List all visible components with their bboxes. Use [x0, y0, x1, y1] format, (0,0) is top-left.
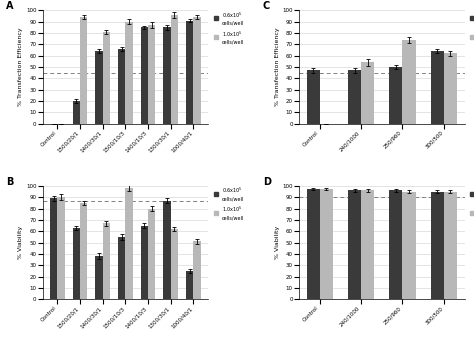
Bar	[95, 256, 103, 299]
Bar	[80, 203, 87, 299]
Bar	[430, 51, 444, 123]
Legend: 0.6 x10$^{6}$
cells/well, 1.0 x10$^{6}$
cells/well: 0.6 x10$^{6}$ cells/well, 1.0 x10$^{6}$ …	[470, 186, 474, 220]
Legend: 0.6 x10$^{6}$
cells/well, 1.0 x10$^{6}$
cells/well: 0.6 x10$^{6}$ cells/well, 1.0 x10$^{6}$ …	[470, 10, 474, 45]
Bar	[118, 237, 126, 299]
Bar	[103, 32, 110, 123]
Bar	[73, 101, 80, 123]
Y-axis label: % Transfection Efficiency: % Transfection Efficiency	[18, 28, 23, 106]
Bar	[389, 191, 402, 299]
Bar	[73, 228, 80, 299]
Bar	[50, 198, 57, 299]
Bar	[141, 27, 148, 123]
Bar	[320, 189, 333, 299]
Bar	[444, 192, 457, 299]
Bar	[171, 15, 178, 123]
Bar	[57, 197, 64, 299]
Text: B: B	[6, 177, 14, 187]
Bar	[141, 226, 148, 299]
Text: D: D	[263, 177, 271, 187]
Bar	[103, 223, 110, 299]
Bar	[186, 21, 193, 123]
Bar	[148, 25, 155, 123]
Text: A: A	[6, 1, 14, 11]
Bar	[361, 191, 374, 299]
Bar	[80, 17, 87, 123]
Legend: 0.6x10$^{5}$
cells/well, 1.0x10$^{5}$
cells/well: 0.6x10$^{5}$ cells/well, 1.0x10$^{5}$ ce…	[214, 10, 244, 45]
Text: C: C	[263, 1, 270, 11]
Bar	[348, 191, 361, 299]
Bar	[126, 188, 133, 299]
Y-axis label: % Viability: % Viability	[18, 226, 23, 259]
Bar	[444, 53, 457, 123]
Bar	[348, 71, 361, 123]
Bar	[148, 208, 155, 299]
Bar	[171, 229, 178, 299]
Bar	[164, 201, 171, 299]
Bar	[402, 40, 416, 123]
Bar	[389, 67, 402, 123]
Bar	[307, 189, 320, 299]
Bar	[164, 27, 171, 123]
Bar	[402, 192, 416, 299]
Bar	[126, 22, 133, 123]
Bar	[193, 241, 201, 299]
Bar	[430, 192, 444, 299]
Y-axis label: % Viability: % Viability	[274, 226, 280, 259]
Bar	[118, 49, 126, 123]
Legend: 0.6x10$^{5}$
cells/well, 1.0x10$^{5}$
cells/well: 0.6x10$^{5}$ cells/well, 1.0x10$^{5}$ ce…	[214, 186, 244, 220]
Bar	[307, 71, 320, 123]
Bar	[95, 51, 103, 123]
Bar	[193, 17, 201, 123]
Bar	[186, 271, 193, 299]
Bar	[361, 63, 374, 123]
Y-axis label: % Transfection Efficiency: % Transfection Efficiency	[274, 28, 280, 106]
